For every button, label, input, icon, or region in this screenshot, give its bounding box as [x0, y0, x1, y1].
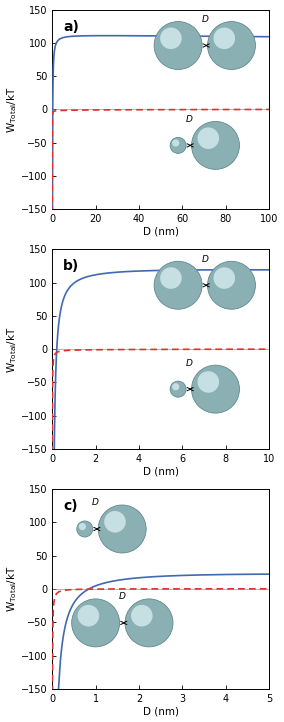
Ellipse shape	[160, 267, 182, 289]
Ellipse shape	[191, 365, 239, 413]
Ellipse shape	[197, 371, 219, 393]
Ellipse shape	[104, 511, 126, 533]
Ellipse shape	[72, 599, 120, 647]
Ellipse shape	[78, 605, 99, 627]
Ellipse shape	[208, 22, 255, 69]
Text: a): a)	[63, 19, 79, 33]
X-axis label: D (nm): D (nm)	[143, 466, 179, 477]
Y-axis label: W$_{\mathrm{Total}}$/kT: W$_{\mathrm{Total}}$/kT	[6, 86, 19, 133]
Text: $D$: $D$	[201, 253, 209, 264]
Ellipse shape	[79, 523, 86, 530]
Ellipse shape	[172, 383, 179, 391]
Ellipse shape	[172, 139, 179, 147]
Ellipse shape	[131, 605, 153, 627]
Ellipse shape	[214, 267, 235, 289]
Text: $D$: $D$	[118, 591, 127, 601]
Ellipse shape	[197, 127, 219, 149]
Ellipse shape	[170, 381, 186, 397]
Ellipse shape	[170, 137, 186, 153]
Ellipse shape	[154, 22, 202, 69]
Ellipse shape	[154, 261, 202, 309]
Text: $D$: $D$	[91, 497, 100, 508]
Text: c): c)	[63, 499, 78, 513]
Ellipse shape	[191, 121, 239, 170]
Text: b): b)	[63, 259, 79, 274]
Ellipse shape	[160, 27, 182, 49]
Ellipse shape	[125, 599, 173, 647]
Text: $D$: $D$	[201, 13, 209, 24]
X-axis label: D (nm): D (nm)	[143, 227, 179, 237]
Ellipse shape	[214, 27, 235, 49]
Y-axis label: W$_{\mathrm{Total}}$/kT: W$_{\mathrm{Total}}$/kT	[6, 326, 19, 373]
Text: $D$: $D$	[185, 357, 193, 367]
Text: $D$: $D$	[185, 113, 193, 124]
Ellipse shape	[98, 505, 146, 553]
X-axis label: D (nm): D (nm)	[143, 706, 179, 716]
Ellipse shape	[208, 261, 255, 309]
Y-axis label: W$_{\mathrm{Total}}$/kT: W$_{\mathrm{Total}}$/kT	[6, 565, 19, 612]
Ellipse shape	[77, 521, 93, 537]
